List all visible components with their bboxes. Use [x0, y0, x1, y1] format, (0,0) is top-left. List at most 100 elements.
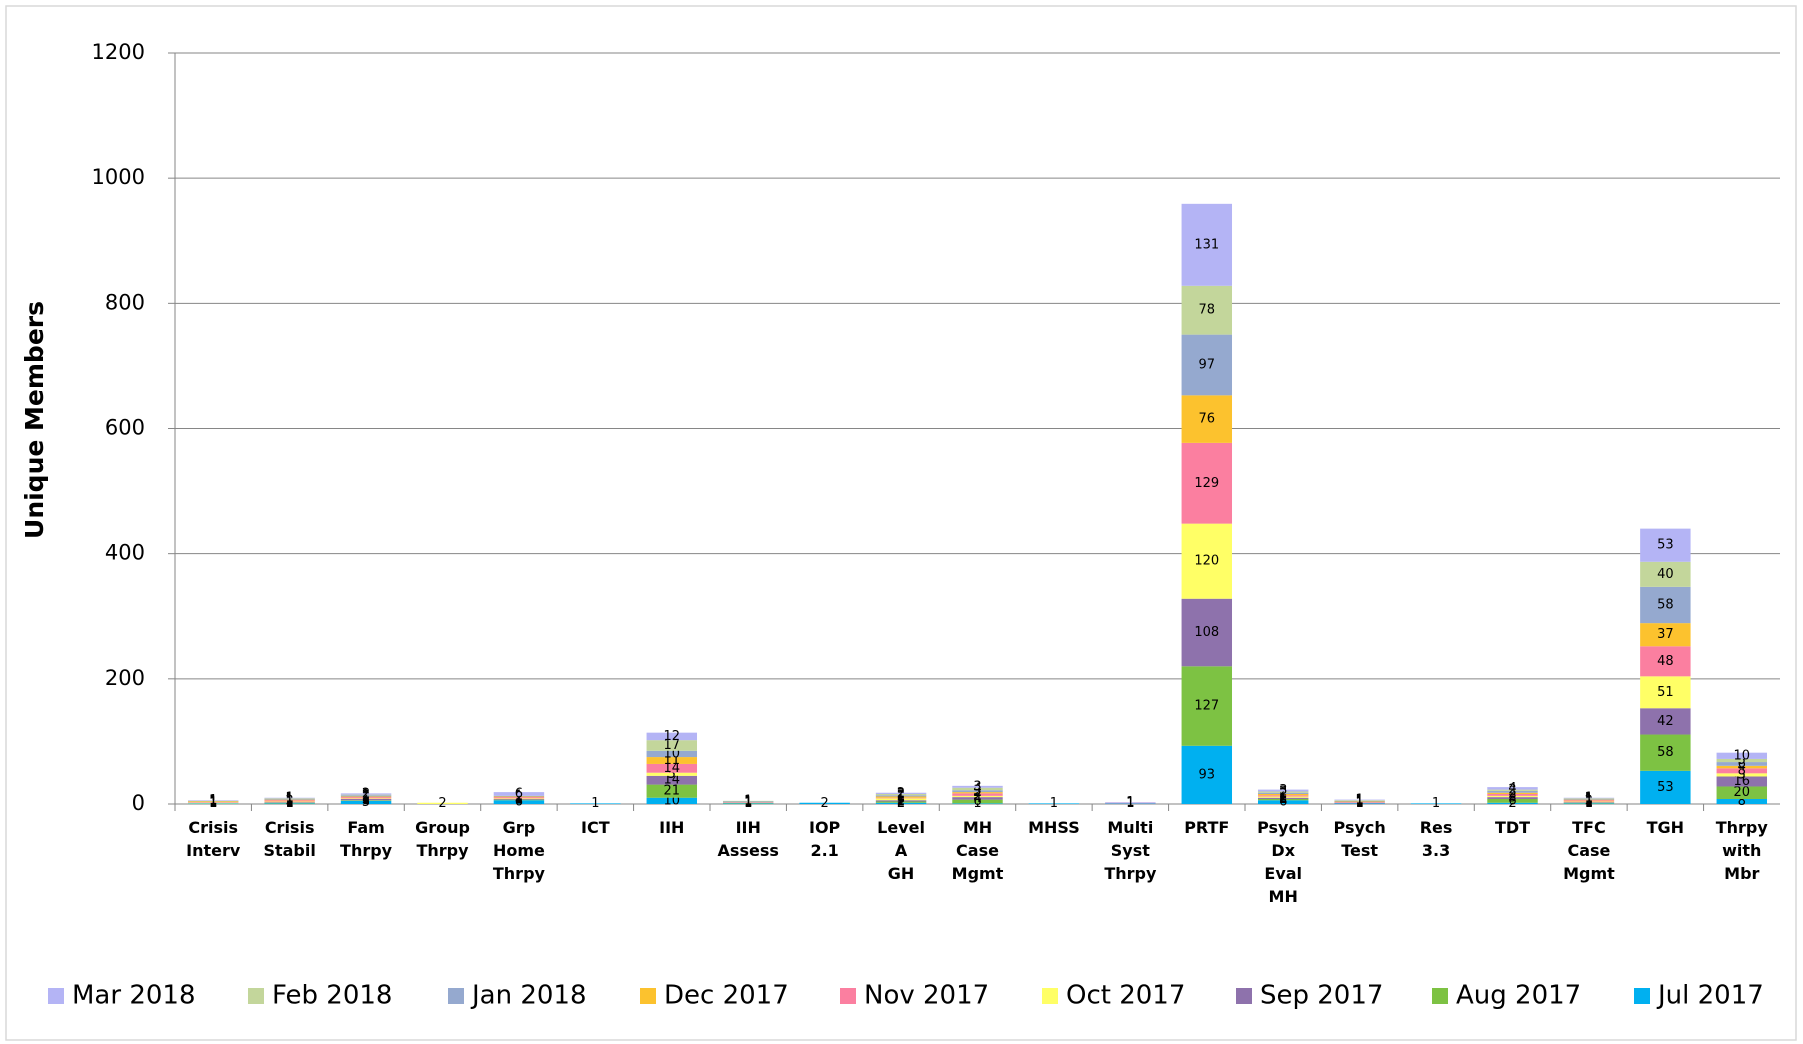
y-tick-label: 600: [105, 416, 145, 440]
bar-segment: [1563, 803, 1615, 804]
legend-label: Jul 2017: [1656, 981, 1764, 1011]
bar-segment: [264, 798, 315, 799]
bar-segment: [1257, 800, 1309, 804]
data-label: 1: [286, 794, 294, 809]
data-label: 5: [1738, 753, 1746, 768]
bar-segment: [952, 787, 1003, 791]
data-label: 2: [286, 793, 294, 808]
data-label: 58: [1657, 745, 1674, 760]
bar-segment: [1487, 793, 1538, 796]
data-label: 4: [973, 787, 981, 802]
data-label: 1: [1585, 791, 1593, 806]
bar-segment: [264, 802, 315, 803]
legend-swatch: [640, 988, 656, 1004]
bar-segment: [264, 803, 315, 804]
data-label: 2: [362, 786, 370, 801]
bar-segment: [1487, 798, 1538, 803]
data-label: 1: [209, 796, 217, 811]
bar-segment: [1487, 787, 1538, 790]
bar-segment: [1487, 789, 1538, 791]
bar-segment: [952, 803, 1003, 804]
bar-segment: [1105, 802, 1156, 804]
data-label: 2: [897, 795, 905, 810]
x-tick-label: TDT: [1495, 818, 1530, 837]
legend-label: Jan 2018: [470, 981, 587, 1011]
bar-segment: [1334, 800, 1385, 802]
x-tick-label: ICT: [581, 818, 610, 837]
bar-segment: [1563, 798, 1615, 800]
data-label: 1: [1585, 795, 1593, 810]
bar-segment: [952, 785, 1003, 788]
bar-segment: [1716, 758, 1768, 763]
data-label: 1: [897, 791, 905, 806]
data-label: 2: [362, 788, 370, 803]
legend-label: Oct 2017: [1066, 981, 1185, 1011]
bar-segment: [187, 802, 239, 804]
x-tick-label: TGH: [1647, 818, 1684, 837]
data-label: 1: [1126, 795, 1134, 810]
bar-segment: [1105, 803, 1156, 804]
data-label: 2: [362, 790, 370, 805]
bar-segment: [1563, 797, 1615, 799]
bar-segment: [1563, 801, 1615, 803]
data-label: 76: [1199, 412, 1216, 427]
data-label: 1: [1585, 792, 1593, 807]
data-label: 2: [1508, 786, 1516, 801]
data-label: 1: [1356, 795, 1364, 810]
x-tick-label: Res 3.3: [1420, 818, 1453, 860]
bar-segment: [1334, 802, 1385, 803]
bar-segment: [722, 802, 774, 803]
bar-segment: [340, 795, 392, 797]
data-label: 3: [973, 779, 981, 794]
data-label: 1: [1585, 792, 1593, 807]
data-label: 5: [1738, 767, 1746, 782]
bar-segment: [722, 801, 774, 803]
x-tick-label: Psych Test: [1334, 818, 1386, 860]
y-tick-label: 400: [105, 541, 145, 565]
data-label: 3: [973, 784, 981, 799]
bar-segment: [1487, 795, 1538, 798]
data-label: 2: [897, 796, 905, 811]
bar-segment: [1410, 803, 1462, 804]
data-label: 1: [286, 796, 294, 811]
data-label: 2: [973, 785, 981, 800]
data-label: 42: [1657, 714, 1674, 729]
bar-segment: [952, 797, 1003, 800]
data-label: 1: [1126, 796, 1134, 811]
data-label: 1: [209, 794, 217, 809]
data-label: 3: [1508, 784, 1516, 799]
data-label: 1: [744, 796, 752, 811]
bar-segment: [722, 802, 774, 804]
bar-segment: [1716, 786, 1768, 799]
bar-segment: [952, 799, 1003, 804]
bar-segment: [1716, 765, 1768, 769]
bar-segment: [1028, 803, 1080, 804]
data-label: 4: [973, 791, 981, 806]
data-label: 2: [438, 796, 446, 811]
bar-segment: [799, 802, 850, 804]
bar-segment: [1487, 792, 1538, 794]
data-label: 17: [664, 738, 681, 753]
bar-segment: [1640, 586, 1691, 624]
bar-segment: [1716, 773, 1768, 777]
data-label: 51: [1657, 685, 1674, 700]
data-label: 1: [515, 791, 523, 806]
data-label: 1: [286, 796, 294, 811]
data-label: 6: [1508, 793, 1516, 808]
bar-segment: [1257, 791, 1309, 793]
x-tick-label: IOP 2.1: [809, 818, 841, 860]
bar-segment: [875, 802, 927, 804]
bar-segment: [1716, 762, 1768, 766]
bar-segment: [187, 800, 239, 801]
bar-segment: [187, 800, 239, 802]
bar-segment: [1563, 800, 1615, 802]
y-axis-title: Unique Members: [20, 301, 49, 539]
bar-segment: [1716, 752, 1768, 759]
x-tick-label: Thrpy with Mbr: [1716, 818, 1769, 883]
bar-segment: [1181, 285, 1233, 335]
data-label: 1: [515, 789, 523, 804]
bar-segment: [875, 797, 927, 799]
bar-segment: [340, 794, 392, 796]
bar-segment: [340, 793, 392, 795]
